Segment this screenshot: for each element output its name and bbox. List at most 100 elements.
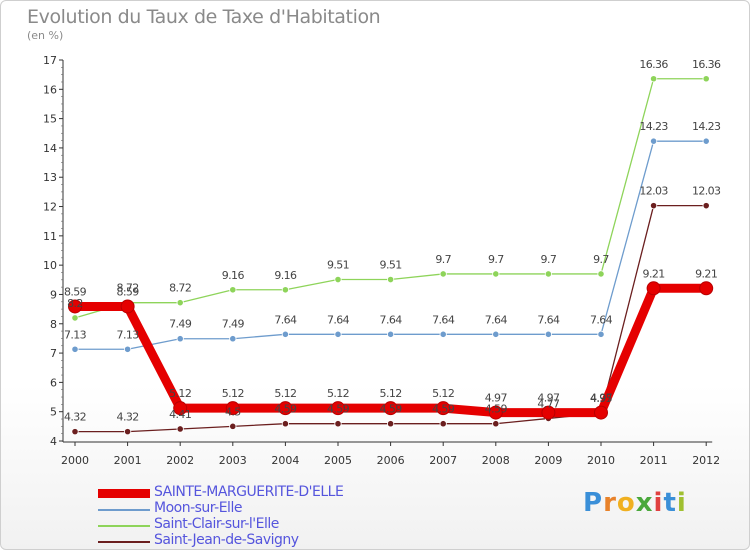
legend-item: Saint-Clair-sur-l'Elle	[98, 517, 418, 533]
data-point	[71, 314, 79, 322]
data-label: 9.7	[593, 253, 609, 266]
data-label: 4.41	[169, 408, 191, 421]
data-point	[541, 405, 556, 420]
data-point	[492, 270, 500, 278]
data-label: 12.03	[639, 185, 668, 198]
data-point	[229, 286, 237, 294]
data-label: 4.32	[117, 411, 139, 424]
logo-letter: i	[676, 488, 687, 518]
x-tick-label: 2002	[166, 454, 194, 467]
data-label: 9.51	[327, 259, 349, 272]
data-point	[492, 420, 500, 428]
data-label: 5.12	[222, 387, 244, 400]
data-point	[702, 202, 710, 210]
chart-legend: SAINTE-MARGUERITE-D'ELLE Moon-sur-Elle S…	[98, 485, 418, 549]
data-point	[176, 299, 184, 307]
data-point	[120, 299, 135, 314]
data-label: 4.77	[537, 397, 560, 410]
data-label: 14.23	[639, 120, 668, 133]
x-tick-label: 2009	[534, 454, 562, 467]
data-label: 8.72	[117, 282, 139, 295]
data-label: 16.36	[692, 58, 721, 71]
logo-letter: x	[635, 488, 654, 518]
data-label: 5.12	[274, 387, 296, 400]
data-label: 7.64	[380, 313, 403, 326]
data-point	[646, 281, 661, 296]
data-point	[649, 75, 658, 83]
data-point	[71, 345, 79, 353]
data-label: 9.7	[488, 253, 504, 266]
data-point	[334, 330, 342, 338]
data-point	[176, 335, 184, 343]
data-point	[334, 420, 342, 428]
y-tick-label: 12	[43, 201, 57, 214]
data-label: 8.59	[117, 285, 140, 298]
y-tick-label: 6	[50, 376, 57, 389]
data-label: 7.64	[590, 313, 613, 326]
data-point	[68, 299, 82, 314]
data-label: 8.72	[169, 282, 191, 295]
x-tick-label: 2004	[271, 454, 299, 467]
y-tick-label: 16	[43, 83, 57, 96]
data-label: 7.64	[485, 313, 508, 326]
data-point	[383, 401, 398, 416]
data-point	[225, 401, 240, 416]
data-point	[229, 422, 237, 430]
data-point	[594, 405, 608, 420]
legend-swatch	[98, 525, 150, 527]
data-label: 5.12	[169, 387, 191, 400]
data-label: 9.16	[274, 269, 297, 282]
logo-letter: P	[583, 488, 604, 518]
data-label: 4.59	[327, 403, 350, 416]
data-point	[229, 335, 237, 343]
data-label: 9.7	[435, 253, 451, 266]
data-label: 4.97	[485, 392, 508, 405]
y-tick-label: 10	[43, 259, 57, 272]
data-point	[597, 330, 605, 338]
y-tick-label: 13	[43, 171, 57, 184]
chart-title: Evolution du Taux de Taxe d'Habitation	[27, 6, 381, 28]
y-tick-label: 11	[43, 230, 57, 243]
x-tick-label: 2005	[324, 454, 352, 467]
y-tick-label: 4	[50, 435, 57, 448]
data-point	[278, 401, 293, 416]
data-label: 4.95	[590, 392, 613, 405]
data-point	[176, 425, 184, 433]
data-label: 4.59	[432, 403, 455, 416]
data-label: 8.59	[64, 285, 87, 298]
logo-letter: r	[603, 488, 617, 518]
y-tick-label: 7	[50, 347, 57, 360]
data-point	[386, 330, 395, 338]
legend-label: SAINTE-MARGUERITE-D'ELLE	[154, 484, 344, 500]
data-point	[439, 420, 447, 428]
data-label: 7.64	[432, 313, 455, 326]
legend-swatch	[98, 489, 150, 498]
legend-swatch	[98, 541, 150, 543]
x-tick-label: 2011	[640, 454, 668, 467]
data-label: 4.59	[274, 403, 297, 416]
x-tick-label: 2008	[482, 454, 510, 467]
y-tick-label: 8	[50, 318, 57, 331]
proxiti-logo: Proxiti	[583, 488, 687, 518]
data-point	[281, 330, 289, 338]
data-label: 7.64	[537, 313, 560, 326]
data-point	[331, 401, 345, 416]
data-label: 9.21	[695, 267, 717, 280]
data-point	[334, 275, 342, 284]
data-point	[124, 428, 132, 436]
data-point	[544, 330, 553, 338]
data-label: 7.13	[64, 328, 87, 341]
logo-letter: i	[653, 488, 664, 518]
data-label: 7.49	[222, 318, 245, 331]
logo-letter: o	[616, 488, 636, 518]
logo-letter: t	[663, 488, 677, 518]
data-point	[649, 202, 658, 210]
x-tick-label: 2006	[377, 454, 405, 467]
data-label: 7.49	[169, 318, 192, 331]
x-tick-label: 2001	[114, 454, 142, 467]
data-point	[544, 270, 553, 278]
y-tick-label: 9	[50, 288, 57, 301]
data-point	[71, 428, 79, 436]
